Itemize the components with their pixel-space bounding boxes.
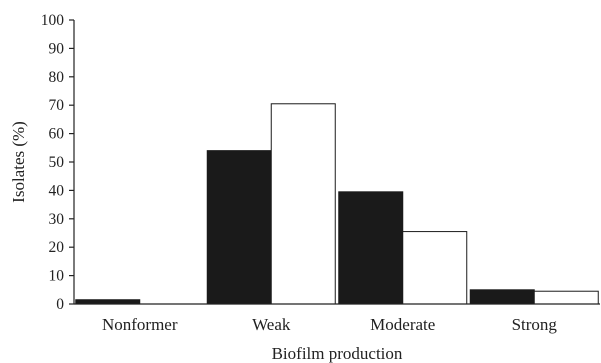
y-tick-label: 90	[49, 40, 65, 57]
x-category-label: Weak	[252, 315, 291, 334]
x-axis-title: Biofilm production	[272, 344, 403, 363]
y-axis-ticks: 0 10 20 30 40 50 60 70 80 90 100	[41, 12, 74, 313]
y-tick-label: 20	[49, 239, 65, 256]
x-category-label: Strong	[512, 315, 558, 334]
y-axis-title: Isolates (%)	[9, 121, 28, 203]
x-category-label: Moderate	[370, 315, 435, 334]
x-axis-labels: Nonformer Weak Moderate Strong	[102, 315, 557, 334]
y-tick-label: 80	[49, 69, 65, 86]
y-tick-label: 30	[49, 211, 65, 228]
bar-moderate-series-1	[338, 191, 404, 305]
x-category-label: Nonformer	[102, 315, 178, 334]
y-tick-label: 100	[41, 12, 65, 29]
y-tick-label: 60	[49, 126, 65, 143]
y-tick-label: 40	[49, 182, 65, 199]
bar-weak-series-1	[206, 150, 272, 305]
y-tick-label: 0	[56, 296, 64, 313]
y-tick-label: 50	[49, 154, 65, 171]
bar-nonformer-series-1	[75, 299, 141, 305]
bars	[75, 103, 599, 305]
bar-strong-series-2	[533, 290, 599, 305]
bar-moderate-series-2	[402, 231, 468, 305]
y-tick-label: 70	[49, 97, 65, 114]
y-tick-label: 10	[49, 268, 65, 285]
bar-strong-series-1	[469, 289, 535, 305]
bar-weak-series-2	[270, 103, 336, 305]
